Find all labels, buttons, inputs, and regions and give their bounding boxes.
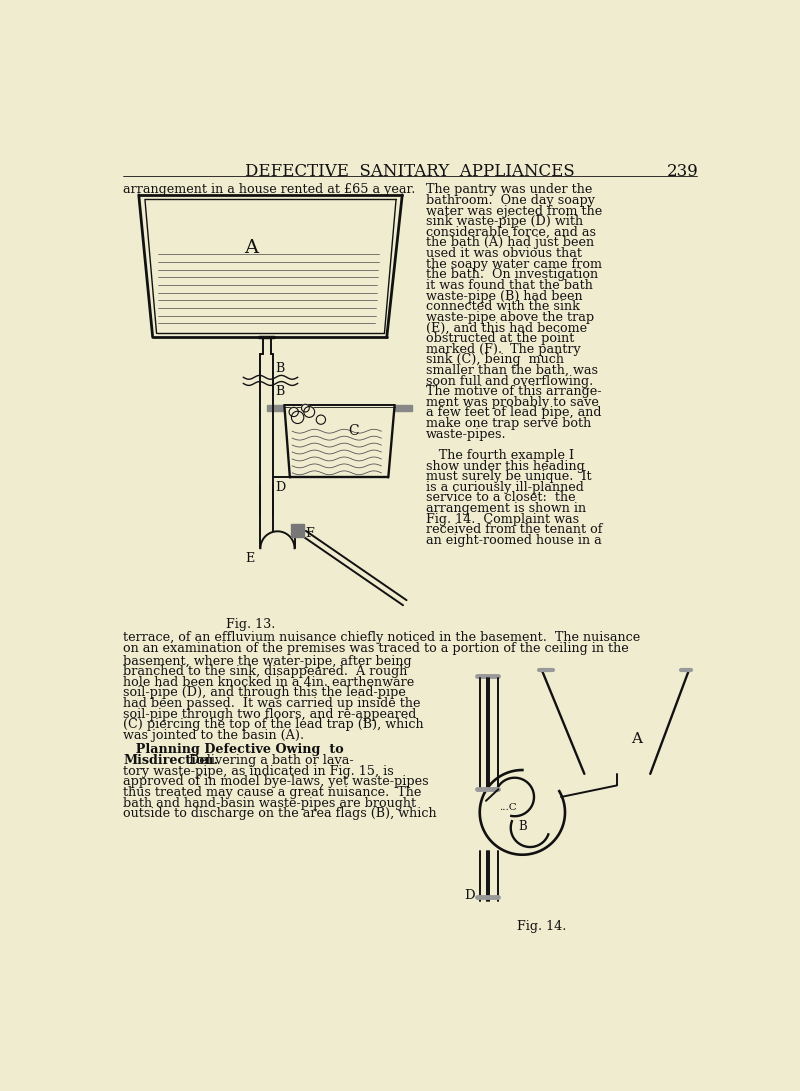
- Circle shape: [302, 405, 310, 412]
- Text: obstructed at the point: obstructed at the point: [426, 332, 574, 345]
- Text: received from the tenant of: received from the tenant of: [426, 524, 602, 537]
- Text: Fig. 14.: Fig. 14.: [517, 920, 566, 933]
- Text: Delivering a bath or lava-: Delivering a bath or lava-: [182, 754, 354, 767]
- Text: waste-pipe above the trap: waste-pipe above the trap: [426, 311, 594, 324]
- Text: arrangement in a house rented at £65 a year.: arrangement in a house rented at £65 a y…: [123, 183, 416, 196]
- Text: approved of in model bye-laws, yet waste-pipes: approved of in model bye-laws, yet waste…: [123, 776, 429, 789]
- Text: thus treated may cause a great nuisance.  The: thus treated may cause a great nuisance.…: [123, 786, 422, 799]
- Text: The fourth example I: The fourth example I: [426, 448, 574, 461]
- Text: DEFECTIVE  SANITARY  APPLIANCES: DEFECTIVE SANITARY APPLIANCES: [245, 164, 575, 180]
- Text: soon full and overflowing.: soon full and overflowing.: [426, 374, 593, 387]
- Text: was jointed to the basin (A).: was jointed to the basin (A).: [123, 729, 304, 742]
- Text: branched to the sink, disappeared.  A rough: branched to the sink, disappeared. A rou…: [123, 666, 408, 679]
- Text: bath and hand-basin waste-pipes are brought: bath and hand-basin waste-pipes are brou…: [123, 796, 416, 810]
- Text: smaller than the bath, was: smaller than the bath, was: [426, 364, 598, 376]
- Polygon shape: [291, 524, 304, 538]
- Text: an eight-roomed house in a: an eight-roomed house in a: [426, 533, 602, 547]
- Circle shape: [316, 415, 326, 424]
- Text: (C) piercing the top of the lead trap (B), which: (C) piercing the top of the lead trap (B…: [123, 718, 424, 731]
- Text: (E), and this had become: (E), and this had become: [426, 322, 586, 335]
- Text: basement, where the water-pipe, after being: basement, where the water-pipe, after be…: [123, 655, 412, 668]
- Text: C: C: [348, 423, 358, 437]
- Text: arrangement is shown in: arrangement is shown in: [426, 502, 586, 515]
- Text: bathroom.  One day soapy: bathroom. One day soapy: [426, 194, 594, 207]
- Text: connected with the sink: connected with the sink: [426, 300, 579, 313]
- Polygon shape: [266, 405, 285, 411]
- Text: waste-pipes.: waste-pipes.: [426, 428, 506, 441]
- Text: must surely be unique.  It: must surely be unique. It: [426, 470, 591, 483]
- Text: outside to discharge on the area flags (B), which: outside to discharge on the area flags (…: [123, 807, 437, 820]
- Text: had been passed.  It was carried up inside the: had been passed. It was carried up insid…: [123, 697, 421, 710]
- Text: E: E: [245, 552, 254, 565]
- Text: soil-pipe through two floors, and re-appeared: soil-pipe through two floors, and re-app…: [123, 708, 417, 721]
- Text: sink waste-pipe (D) with: sink waste-pipe (D) with: [426, 215, 582, 228]
- Text: a few feet of lead pipe, and: a few feet of lead pipe, and: [426, 407, 601, 419]
- Text: D: D: [464, 889, 475, 902]
- Text: sink (C), being  much: sink (C), being much: [426, 353, 563, 367]
- Text: service to a closet:  the: service to a closet: the: [426, 491, 575, 504]
- Text: the bath (A) had just been: the bath (A) had just been: [426, 237, 594, 250]
- Text: on an examination of the premises was traced to a portion of the ceiling in the: on an examination of the premises was tr…: [123, 643, 629, 656]
- Text: water was ejected from the: water was ejected from the: [426, 204, 602, 217]
- Text: make one trap serve both: make one trap serve both: [426, 417, 590, 430]
- Text: Misdirection.: Misdirection.: [123, 754, 218, 767]
- Text: B: B: [275, 362, 285, 375]
- Circle shape: [291, 411, 304, 423]
- Text: A: A: [631, 732, 642, 745]
- Text: The pantry was under the: The pantry was under the: [426, 183, 592, 196]
- Text: Fig. 14.  Complaint was: Fig. 14. Complaint was: [426, 513, 578, 526]
- Polygon shape: [394, 405, 411, 411]
- Text: ...C: ...C: [499, 803, 517, 812]
- Text: show under this heading: show under this heading: [426, 459, 584, 472]
- Text: F: F: [306, 527, 314, 540]
- Text: B: B: [275, 385, 285, 398]
- Text: The motive of this arrange-: The motive of this arrange-: [426, 385, 601, 398]
- Text: marked (F).  The pantry: marked (F). The pantry: [426, 343, 580, 356]
- Text: Planning Defective Owing  to: Planning Defective Owing to: [123, 743, 344, 756]
- Text: A: A: [244, 239, 258, 256]
- Text: waste-pipe (B) had been: waste-pipe (B) had been: [426, 289, 582, 302]
- Text: D: D: [275, 481, 286, 494]
- Text: is a curiously ill-planned: is a curiously ill-planned: [426, 481, 583, 494]
- Text: terrace, of an effluvium nuisance chiefly noticed in the basement.  The nuisance: terrace, of an effluvium nuisance chiefl…: [123, 632, 641, 645]
- Text: 239: 239: [666, 164, 698, 180]
- Text: B: B: [518, 820, 527, 834]
- Text: soil-pipe (D), and through this the lead-pipe: soil-pipe (D), and through this the lead…: [123, 686, 406, 699]
- Text: the bath.  On investigation: the bath. On investigation: [426, 268, 598, 281]
- Text: hole had been knocked in a 4in. earthenware: hole had been knocked in a 4in. earthenw…: [123, 675, 414, 688]
- Text: the soapy water came from: the soapy water came from: [426, 257, 602, 271]
- Circle shape: [304, 407, 314, 418]
- Text: used it was obvious that: used it was obvious that: [426, 247, 582, 260]
- Text: Fig. 13.: Fig. 13.: [226, 619, 276, 632]
- Circle shape: [289, 407, 298, 417]
- Text: it was found that the bath: it was found that the bath: [426, 279, 592, 292]
- Text: tory waste-pipe, as indicated in Fig. 15, is: tory waste-pipe, as indicated in Fig. 15…: [123, 765, 394, 778]
- Text: considerable force, and as: considerable force, and as: [426, 226, 595, 239]
- Text: ment was probably to save: ment was probably to save: [426, 396, 598, 409]
